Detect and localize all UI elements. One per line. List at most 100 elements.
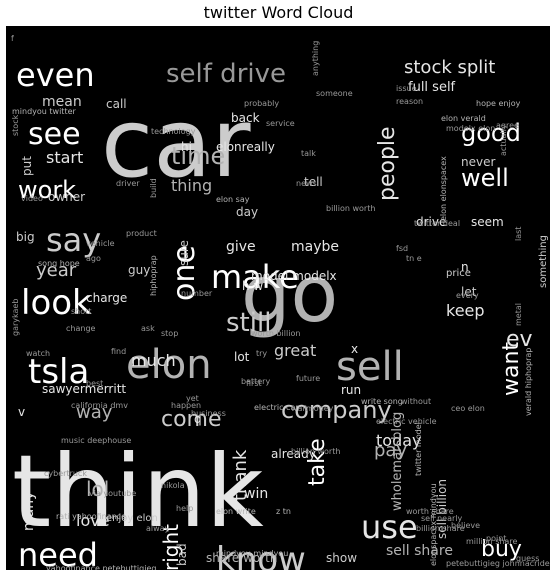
word-electric-car: electric car xyxy=(254,403,299,412)
word-ago: ago xyxy=(86,254,101,263)
word-good: good xyxy=(461,119,521,147)
word-use: use xyxy=(361,508,418,546)
word-self-drive: self drive xyxy=(166,59,286,89)
word-z-tn: z tn xyxy=(276,507,291,516)
word-someone: someone xyxy=(316,89,353,98)
word-already: already xyxy=(271,447,316,461)
word-service: service xyxy=(266,119,295,128)
word-charge: charge xyxy=(86,291,127,305)
word-stop: stop xyxy=(161,329,178,338)
word-elon-verald: elon verald xyxy=(441,114,486,123)
word-ev: ev xyxy=(506,327,533,352)
word-rati-yahoofinance: rati yahoofinance xyxy=(56,512,126,521)
word-video: video xyxy=(21,194,43,203)
word-seem: seem xyxy=(471,215,504,229)
word-actually: actually xyxy=(499,124,508,156)
word-hope-enjoy: hope enjoy xyxy=(476,99,521,108)
word-ask: ask xyxy=(141,324,155,333)
word-never: never xyxy=(461,155,495,169)
word-find: find xyxy=(111,347,126,356)
word-even: even xyxy=(16,56,95,94)
word-big: big xyxy=(16,230,35,244)
word-call: call xyxy=(106,97,127,111)
word-alway: alway xyxy=(146,524,170,533)
word-keep: keep xyxy=(446,301,485,320)
word-need: need xyxy=(18,536,98,570)
word-news: news xyxy=(296,179,317,188)
word-time: time xyxy=(171,142,225,170)
word-billion-worth: billion worth xyxy=(291,447,340,456)
word-billion-worth: billion worth xyxy=(326,204,375,213)
word-stock: stock xyxy=(11,114,20,136)
word-mindyou-mindyou: mindyou mindyou xyxy=(216,549,288,558)
word-tn-e: tn e xyxy=(406,254,422,263)
word-change: change xyxy=(66,324,96,333)
word-metal: metal xyxy=(514,303,523,326)
word-electric-vehicle: electric vehicle xyxy=(376,417,437,426)
word-song-hope: song hope xyxy=(38,259,80,268)
word-mean: mean xyxy=(42,94,82,110)
word-say: say xyxy=(46,221,101,259)
word-technology: technology xyxy=(151,127,196,136)
word-vehicle: vehicle xyxy=(86,239,115,248)
word-twitter-deal: twitter deal xyxy=(414,219,460,228)
word-thank: thank xyxy=(230,449,251,501)
word-cybertruck: cybertruck xyxy=(44,469,87,478)
word-hiphoprap: hiphoprap xyxy=(149,255,158,296)
word-write-song: write song xyxy=(361,397,403,406)
word-well: well xyxy=(461,164,509,192)
word-worth-share: worth share xyxy=(406,507,454,516)
word-owner: owner xyxy=(48,190,85,204)
word-point: point xyxy=(486,534,506,543)
word-full-self: full self xyxy=(408,80,456,95)
word-come: come xyxy=(161,407,222,432)
word-probably: probably xyxy=(244,99,279,108)
word-today: today xyxy=(376,431,422,450)
word-want: want xyxy=(499,342,524,396)
word-believe: believe xyxy=(451,521,480,530)
word-hi: hi xyxy=(181,140,192,154)
chart-title: twitter Word Cloud xyxy=(203,3,354,22)
word-v: v xyxy=(18,405,25,419)
word-x: x xyxy=(351,342,358,356)
word-way: way xyxy=(76,402,113,423)
word-sell: sell xyxy=(336,344,404,390)
word-model-modelx: model modelx xyxy=(251,269,337,283)
word-q: q xyxy=(194,412,202,426)
word-reason: reason xyxy=(396,97,423,106)
word-every: every xyxy=(456,291,479,300)
word-bad: bad xyxy=(175,543,189,566)
word-future: future xyxy=(296,374,320,383)
word-give: give xyxy=(226,239,256,255)
word-best: best xyxy=(86,379,103,388)
word-people: people xyxy=(375,126,400,201)
word-one: one xyxy=(167,245,202,301)
word-drive: drive xyxy=(416,215,446,229)
word-back: back xyxy=(231,111,260,125)
word-without: without xyxy=(401,397,431,406)
word-ceo-elon: ceo elon xyxy=(451,404,485,413)
word-great: great xyxy=(274,341,316,360)
word-elon-write: elon write xyxy=(216,507,256,516)
word-run: run xyxy=(341,383,361,397)
word-nikola: nikola xyxy=(161,481,185,490)
word-battery: battery xyxy=(241,377,270,386)
word-look: look xyxy=(21,283,92,323)
word-put: put xyxy=(20,156,34,176)
word-elonspacex-mindyou: elonspacex mindyou xyxy=(429,483,438,566)
word-much: much xyxy=(131,351,176,370)
word-help: help xyxy=(176,504,193,513)
word-issue: issue xyxy=(396,84,417,93)
word-h-w: h w xyxy=(242,279,263,293)
word-california-dmv: california dmv xyxy=(71,401,128,410)
word-first: first xyxy=(246,379,262,388)
word-n: n xyxy=(461,260,469,274)
word-happen: happen xyxy=(171,401,201,410)
word-buy: buy xyxy=(481,537,522,562)
word-sell-nearly: sell nearly xyxy=(421,514,462,523)
word-twitter-model: twitter model xyxy=(414,422,423,476)
word-right: right xyxy=(159,524,183,570)
word-petebuttigieg-johnnacrider: petebuttigieg johnnacrider xyxy=(446,559,550,568)
word-try: try xyxy=(256,349,267,358)
word-watch: watch xyxy=(26,349,50,358)
